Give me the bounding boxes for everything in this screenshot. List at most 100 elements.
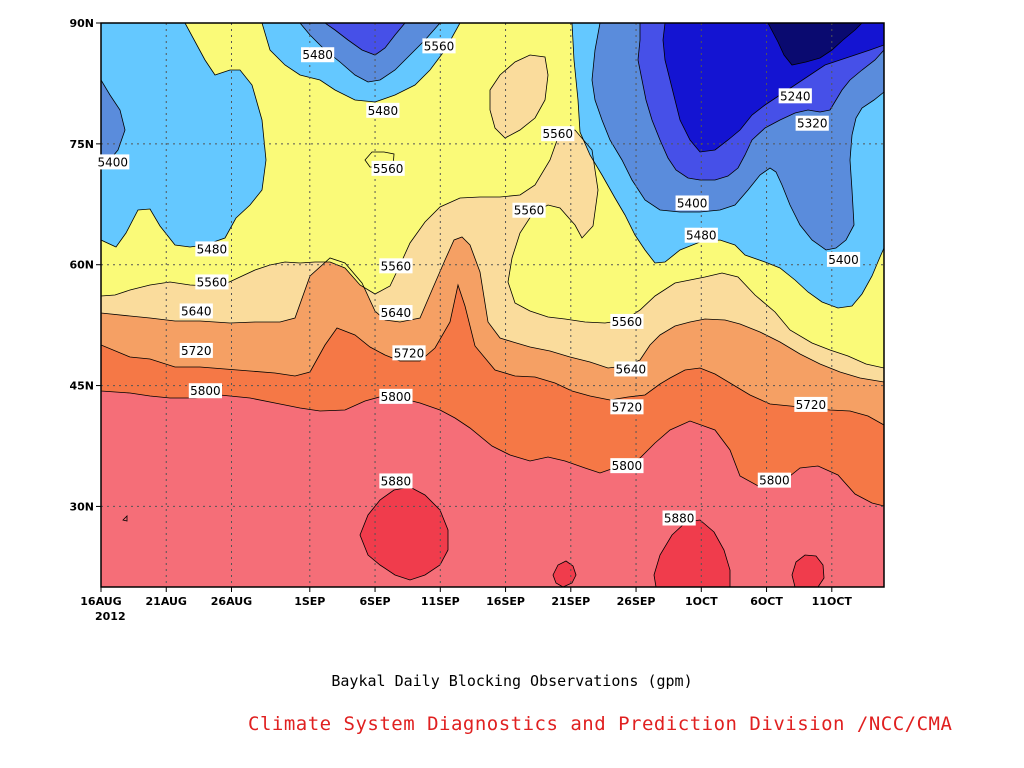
contour-label-bg [96,154,130,170]
contour-label: 5800 [757,472,791,488]
contour-label-text: 5400 [677,196,708,210]
contour-lines [101,23,884,587]
contour-label-bg [195,274,229,290]
band-5400-left [101,23,266,247]
x-tick-label: 1OCT [685,595,718,608]
contour-label-text: 5480 [686,229,717,243]
contour-label: 5320 [795,115,829,131]
contour-label-bg [371,160,405,176]
contour-label-bg [757,472,791,488]
contour-line-5400-left [101,23,267,248]
contour-label: 5720 [392,345,426,361]
contour-label-text: 5560 [197,275,228,289]
contour-label: 5720 [794,396,828,412]
x-tick-label: 6OCT [750,595,783,608]
contour-label-bg [826,251,861,267]
contour-label-bg [512,202,546,218]
x-tick-label: 1SEP [294,595,325,608]
x-tick-label: 21AUG [146,595,187,608]
contour-label: 5480 [195,241,229,257]
contour-label-text: 5400 [97,155,128,169]
contour-line-5560-island-top [489,54,549,139]
chart-credit: Climate System Diagnostics and Predictio… [248,713,953,735]
contour-label-text: 5720 [612,400,643,414]
band-5880-a [360,487,448,580]
contour-label-bg [610,313,644,329]
contour-label-text: 5320 [797,117,828,131]
contour-label: 5560 [541,126,575,142]
contour-label: 5640 [614,361,648,377]
y-tick-label: 90N [69,17,94,30]
contour-label-bg [684,227,718,243]
plot-frame [100,22,885,588]
contour-label-text: 5720 [394,346,425,360]
contour-label: 5720 [610,399,644,415]
contour-label-text: 5560 [373,162,404,176]
contour-line-lt5160 [767,23,863,66]
contour-label-bg [794,396,828,412]
plot-area [101,23,884,587]
contour-label: 5480 [684,227,718,243]
contour-label-text: 5880 [664,512,695,526]
contour-label-text: 5560 [514,204,545,218]
contour-label: 5640 [179,303,213,319]
contour-label: 5240 [778,88,812,104]
contour-label: 5400 [826,251,861,267]
contour-label-text: 5640 [181,304,212,318]
contour-label: 5800 [188,383,222,399]
y-tick-label: 30N [69,500,94,513]
contour-label: 5400 [96,154,130,170]
contour-label-text: 5560 [542,127,573,141]
contour-line-5320-right [591,23,884,251]
contour-label-text: 5480 [302,48,333,62]
contour-label-text: 5240 [780,89,811,103]
contour-line-5880-c [653,519,731,587]
contour-line-5160 [662,23,884,153]
y-tick-label: 75N [69,138,94,151]
contour-label: 5640 [379,305,413,321]
contour-line-5400-right [571,23,884,309]
chart-title: Baykal Daily Blocking Observations (gpm) [331,672,693,690]
contour-label: 5560 [422,38,456,54]
contour-line-5640 [101,23,884,426]
contour-label-bg [392,345,426,361]
contour-label-bg [379,258,413,274]
contour-label-text: 5560 [381,259,412,273]
contour-label-text: 5800 [190,384,221,398]
contour-label-bg [675,195,709,211]
contour-label-bg [188,383,222,399]
x-tick-label: 11OCT [812,595,853,608]
contour-label: 5480 [366,102,400,118]
contour-label-bg [610,458,644,474]
contour-line-5240-right [637,23,884,181]
contour-line-5880-a [359,486,449,581]
contour-labels: 5560 5480 5240 5480 5320 5560 5400 5560 5400 5560… [96,38,861,526]
contour-label-text: 5480 [197,242,228,256]
contour-label: 5800 [610,458,644,474]
contour-label-bg [379,388,413,404]
x-tick-label: 26AUG [211,595,252,608]
contour-label: 5880 [662,510,696,526]
contour-label: 5880 [379,473,413,489]
contour-label: 5560 [610,313,644,329]
contour-label-bg [379,305,413,321]
contour-label: 5560 [195,274,229,290]
contour-label-text: 5880 [381,474,412,488]
x-tick-label: 26SEP [617,595,656,608]
contour-label-bg [610,399,644,415]
x-tick-label: 21SEP [551,595,590,608]
contour-label-bg [366,102,400,118]
band-5880-d [792,555,824,587]
contour-label-bg [179,342,213,358]
x-tick-label: 16SEP [486,595,525,608]
contour-label: 5400 [675,195,709,211]
contour-label-bg [379,473,413,489]
y-tick-label: 45N [69,380,94,393]
contour-line-5560 [101,23,884,383]
contour-label: 5720 [179,342,213,358]
small-marker [122,515,128,522]
contour-label-bg [179,303,213,319]
contour-label: 5560 [371,160,405,176]
contour-label-bg [662,510,696,526]
